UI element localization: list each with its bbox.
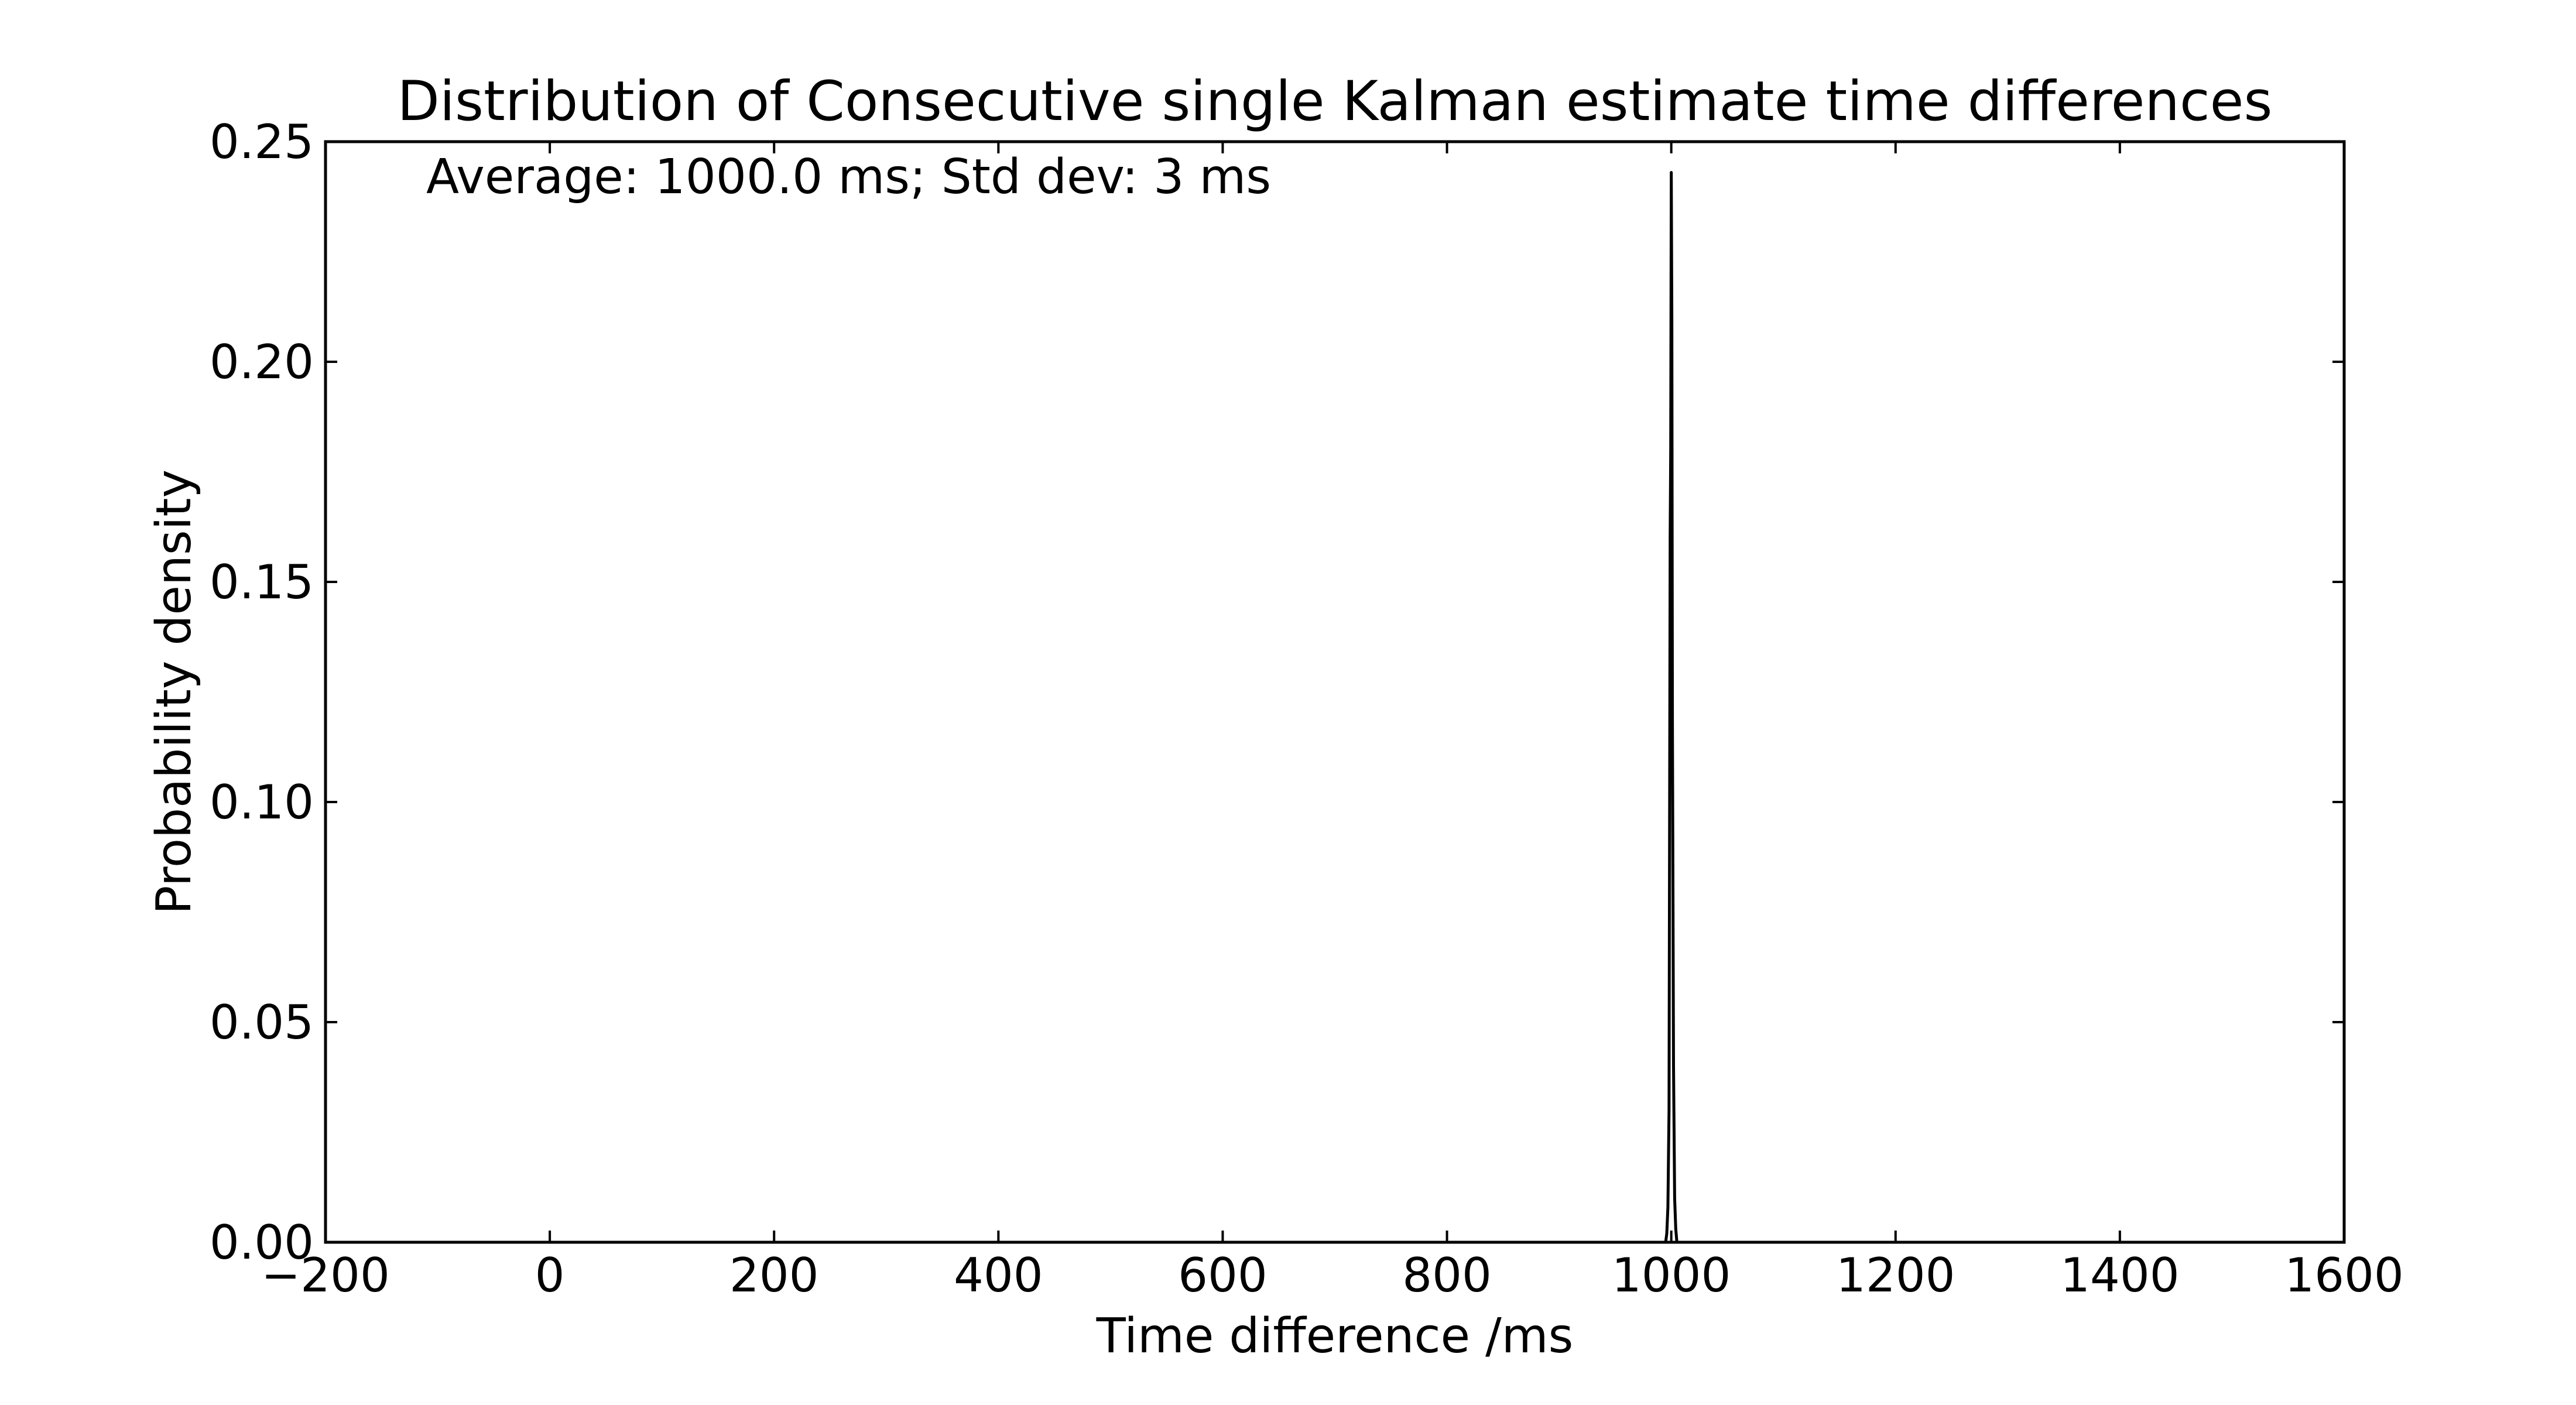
- x-tick-label: 1600: [2284, 1248, 2404, 1303]
- y-tick-label: 0.20: [210, 335, 314, 389]
- chart-title: Distribution of Consecutive single Kalma…: [398, 70, 2273, 133]
- y-tick-label: 0.25: [210, 115, 314, 169]
- x-axis-label: Time difference /ms: [1096, 1308, 1574, 1364]
- x-tick-label: 800: [1402, 1248, 1492, 1303]
- y-tick-label: 0.05: [210, 995, 314, 1050]
- x-tick-label: 600: [1178, 1248, 1268, 1303]
- plot-area: [326, 142, 2344, 1242]
- y-axis-ticks: 0.00 0.05 0.10 0.15 0.20 0.25: [210, 115, 2344, 1270]
- x-axis-ticks: −200 0 200 400 600 800 1000 1200 1400 1600: [261, 142, 2404, 1303]
- y-tick-label: 0.10: [210, 775, 314, 830]
- y-axis-label: Probability density: [146, 470, 202, 914]
- x-tick-label: 1400: [2060, 1248, 2180, 1303]
- y-tick-label: 0.15: [210, 555, 314, 609]
- x-tick-label: 1000: [1612, 1248, 1731, 1303]
- series-line-0: [1664, 171, 1678, 1244]
- axes-frame: [324, 140, 2346, 1244]
- x-tick-label: 200: [729, 1248, 819, 1303]
- x-tick-label: −200: [261, 1248, 390, 1303]
- x-tick-label: 400: [954, 1248, 1043, 1303]
- stats-annotation: Average: 1000.0 ms; Std dev: 3 ms: [426, 149, 1271, 205]
- y-tick-label: 0.00: [210, 1215, 314, 1270]
- x-tick-label: 1200: [1836, 1248, 1955, 1303]
- x-tick-label: 0: [535, 1248, 565, 1303]
